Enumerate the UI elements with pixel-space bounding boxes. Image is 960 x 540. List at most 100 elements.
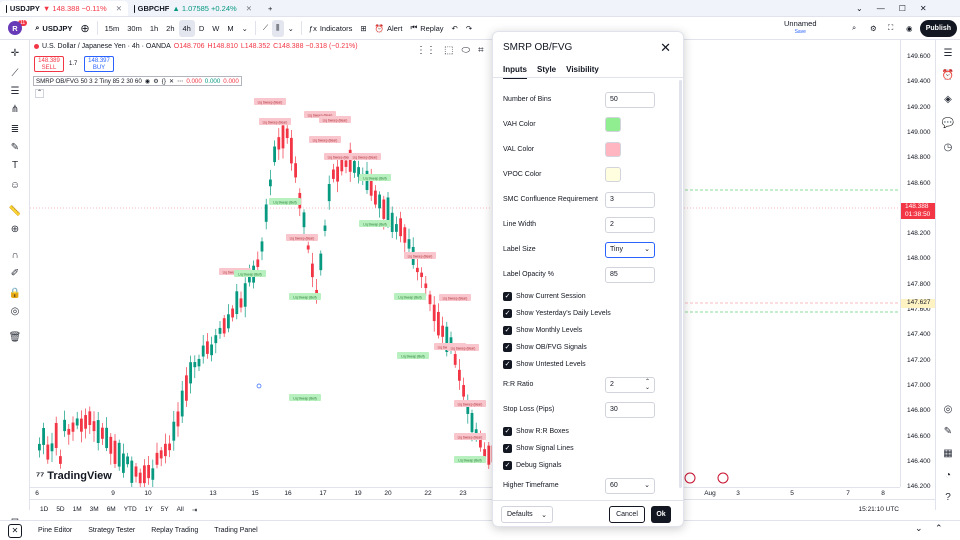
tab-pine-editor[interactable]: Pine Editor xyxy=(38,527,73,534)
indicator-legend[interactable]: SMRP OB/FVG 50 3 2 Tiny 85 2 30 60 ◉ ⚙ {… xyxy=(33,76,242,86)
chevron-down-icon[interactable]: ⌄ xyxy=(915,523,923,533)
redo-icon[interactable]: ↷ xyxy=(465,23,473,33)
stop-loss-input[interactable]: 30 xyxy=(605,402,655,418)
minimize-icon[interactable]: — xyxy=(876,4,885,13)
defaults-dropdown[interactable]: Defaults ⌄ xyxy=(501,506,553,523)
avatar[interactable]: R 11 xyxy=(0,17,31,40)
date-range-icon[interactable]: ⇥ xyxy=(191,506,198,514)
close-icon[interactable]: ✕ xyxy=(245,4,252,13)
label-size-select[interactable]: Tiny ⌄ xyxy=(605,242,655,258)
pattern-icon[interactable]: ⌗ xyxy=(478,44,484,56)
indicators-button[interactable]: ƒx Indicators xyxy=(305,17,356,40)
clock-label[interactable]: 15:21:10 UTC xyxy=(858,506,899,513)
ideas-icon[interactable]: ◷ xyxy=(943,141,953,153)
range-1d[interactable]: 1D xyxy=(40,506,49,513)
replay-button[interactable]: ⏮ Replay xyxy=(406,17,447,40)
range-1y[interactable]: 1Y xyxy=(144,506,153,513)
range-ytd[interactable]: YTD xyxy=(123,506,137,513)
checkbox-show-current-session[interactable]: ✓ Show Current Session xyxy=(503,292,586,301)
close-window-icon[interactable]: ✕ xyxy=(919,4,927,13)
eye-icon[interactable]: ◉ xyxy=(144,77,151,85)
calendar-icon[interactable]: ▦ xyxy=(943,447,953,459)
interval-w[interactable]: W xyxy=(212,23,220,33)
checkbox-show-signal-lines[interactable]: ✓ Show Signal Lines xyxy=(503,444,574,453)
tab-gbpchf[interactable]: GBPCHF ▲ 1.07585 +0.24% ✕ xyxy=(128,1,258,16)
notes-icon[interactable]: ✎ xyxy=(943,425,953,437)
tab-replay-trading[interactable]: Replay Trading xyxy=(151,527,199,534)
label-opacity-input[interactable]: 85 xyxy=(605,267,655,283)
interval-30m[interactable]: 30m xyxy=(127,23,142,33)
collapse-icon[interactable]: ⌃ xyxy=(35,89,44,98)
interval-4h[interactable]: 4h xyxy=(178,19,195,37)
panel-toggle-icon[interactable]: ✕ xyxy=(8,524,22,538)
checkbox-show-rr-boxes[interactable]: ✓ Show R:R Boxes xyxy=(503,427,569,436)
line-width-input[interactable]: 2 xyxy=(605,217,655,233)
tab-strategy-tester[interactable]: Strategy Tester xyxy=(88,527,136,534)
smc-confluence-input[interactable]: 3 xyxy=(605,192,655,208)
interval-15m[interactable]: 15m xyxy=(104,23,120,33)
vpoc-color-swatch[interactable] xyxy=(605,167,621,182)
maximize-panel-icon[interactable]: ⌃ xyxy=(935,523,943,533)
maximize-icon[interactable]: ☐ xyxy=(898,4,906,13)
compare-button[interactable]: ⊕ xyxy=(76,17,93,40)
chevron-down-icon[interactable]: ⌄ xyxy=(856,4,863,13)
chart-type-candles-icon[interactable]: ⫼ xyxy=(272,19,284,37)
tab-usdjpy[interactable]: USDJPY ▼ 148.388 −0.11% ✕ xyxy=(0,1,128,16)
interval-m[interactable]: M xyxy=(227,23,234,33)
checkbox-show-ob-fvg-signals[interactable]: ✓ Show OB/FVG Signals xyxy=(503,343,587,352)
watchlist-icon[interactable]: ☰ xyxy=(943,47,953,59)
close-icon[interactable]: ✕ xyxy=(168,77,175,85)
range-3m[interactable]: 3M xyxy=(89,506,99,513)
number-of-bins-input[interactable]: 50 xyxy=(605,92,655,108)
interval-d[interactable]: D xyxy=(198,23,205,33)
zoom-icon[interactable]: ⊕ xyxy=(10,223,20,235)
checkbox-show-untested-levels[interactable]: ✓ Show Untested Levels xyxy=(503,360,586,369)
alerts-icon[interactable]: ⏰ xyxy=(941,69,955,81)
val-color-swatch[interactable] xyxy=(605,142,621,157)
drag-handle-icon[interactable]: ⋮⋮ xyxy=(416,44,436,56)
help-icon[interactable]: ? xyxy=(945,491,951,503)
sell-button[interactable]: 148.389 SELL xyxy=(34,56,64,72)
layers-icon[interactable]: ◈ xyxy=(944,93,952,105)
magnet-icon[interactable]: ∩ xyxy=(11,249,19,261)
eye-icon[interactable]: ◎ xyxy=(10,305,20,317)
range-all[interactable]: All xyxy=(176,506,184,513)
source-icon[interactable]: {} xyxy=(161,77,166,85)
feed-icon[interactable]: ◔ xyxy=(944,469,952,481)
range-6m[interactable]: 6M xyxy=(106,506,116,513)
interval-2h[interactable]: 2h xyxy=(166,23,175,33)
range-5d[interactable]: 5D xyxy=(56,506,65,513)
fib-icon[interactable]: ≣ xyxy=(10,123,20,135)
fullscreen-icon[interactable]: ⛶ xyxy=(888,23,894,32)
chat-icon[interactable]: 💬 xyxy=(941,117,955,129)
publish-button[interactable]: Publish xyxy=(919,20,957,37)
buy-button[interactable]: 148.397 BUY xyxy=(84,56,114,72)
ellipse-icon[interactable]: ⬭ xyxy=(461,44,470,56)
tab-style[interactable]: Style xyxy=(537,65,557,74)
tab-trading-panel[interactable]: Trading Panel xyxy=(214,527,258,534)
symbol-search-button[interactable]: ⌕ USDJPY xyxy=(31,17,76,40)
ruler-icon[interactable]: 📏 xyxy=(8,205,22,217)
horizontal-lines-icon[interactable]: ☰ xyxy=(10,85,20,97)
search-icon[interactable]: ⌕ xyxy=(852,23,857,32)
lock-icon[interactable]: 🔒 xyxy=(8,287,22,299)
pencil-lock-icon[interactable]: ✐ xyxy=(10,267,20,279)
checkbox-show-yesterday-levels[interactable]: ✓ Show Yesterday's Daily Levels xyxy=(503,309,611,318)
checkbox-show-monthly-levels[interactable]: ✓ Show Monthly Levels xyxy=(503,326,582,335)
emoji-icon[interactable]: ☺ xyxy=(9,179,21,191)
tab-inputs[interactable]: Inputs xyxy=(503,65,527,79)
pitchfork-icon[interactable]: ⋔ xyxy=(10,103,20,115)
crosshair-icon[interactable]: ✛ xyxy=(10,47,20,59)
chart-pane[interactable]: Liq Sweep (Bear) Liq Sweep (Bear) Liq Swee… xyxy=(30,40,900,487)
new-tab-button[interactable]: + xyxy=(262,1,278,16)
higher-timeframe-select[interactable]: 60 ⌄ xyxy=(605,478,655,494)
trash-icon[interactable]: 🗑 xyxy=(8,331,22,343)
text-icon[interactable]: T xyxy=(11,159,19,171)
vah-color-swatch[interactable] xyxy=(605,117,621,132)
rectangle-icon[interactable]: ⬚ xyxy=(444,44,454,56)
cancel-button[interactable]: Cancel xyxy=(609,506,645,523)
alert-button[interactable]: ⏰ Alert xyxy=(371,17,407,40)
gear-icon[interactable]: ⚙ xyxy=(870,23,877,33)
price-axis[interactable]: 149.600 149.400 149.200 149.000 148.800 148.6… xyxy=(900,40,935,490)
chevron-down-icon[interactable]: ⌄ xyxy=(287,23,294,33)
